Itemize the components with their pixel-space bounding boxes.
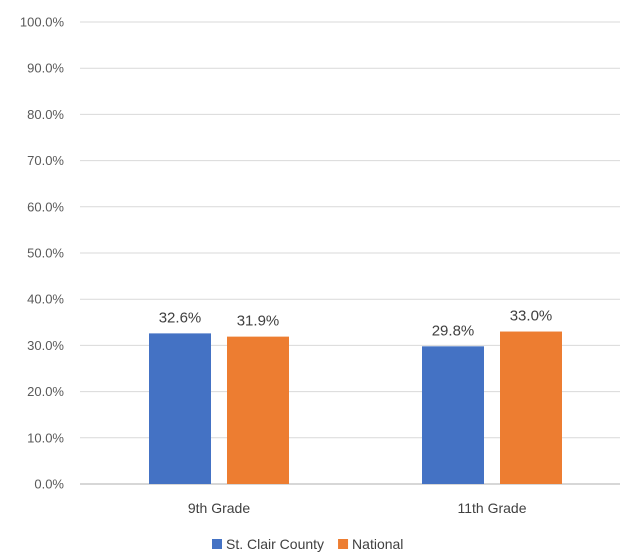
y-tick-label: 60.0%: [27, 199, 64, 214]
x-tick-label: 9th Grade: [188, 500, 250, 516]
y-tick-label: 0.0%: [34, 477, 64, 492]
x-tick-label: 11th Grade: [457, 500, 526, 516]
y-tick-label: 20.0%: [27, 384, 64, 399]
y-tick-label: 70.0%: [27, 153, 64, 168]
bar: [500, 331, 562, 484]
legend-label: St. Clair County: [226, 536, 324, 552]
data-label: 33.0%: [510, 308, 553, 325]
y-tick-label: 100.0%: [20, 15, 65, 30]
y-tick-label: 40.0%: [27, 292, 64, 307]
data-label: 31.9%: [237, 313, 280, 330]
legend-label: National: [352, 536, 403, 552]
bar: [149, 333, 211, 484]
y-tick-label: 50.0%: [27, 246, 64, 261]
data-label: 32.6%: [159, 309, 202, 326]
bar: [227, 336, 289, 484]
legend-swatch: [338, 539, 349, 549]
legend-swatch: [212, 539, 222, 549]
data-label: 29.8%: [432, 322, 475, 339]
y-tick-label: 10.0%: [27, 430, 64, 445]
y-tick-label: 80.0%: [27, 107, 64, 122]
y-tick-label: 30.0%: [27, 338, 64, 353]
bar: [422, 346, 484, 484]
y-tick-label: 90.0%: [27, 61, 64, 76]
